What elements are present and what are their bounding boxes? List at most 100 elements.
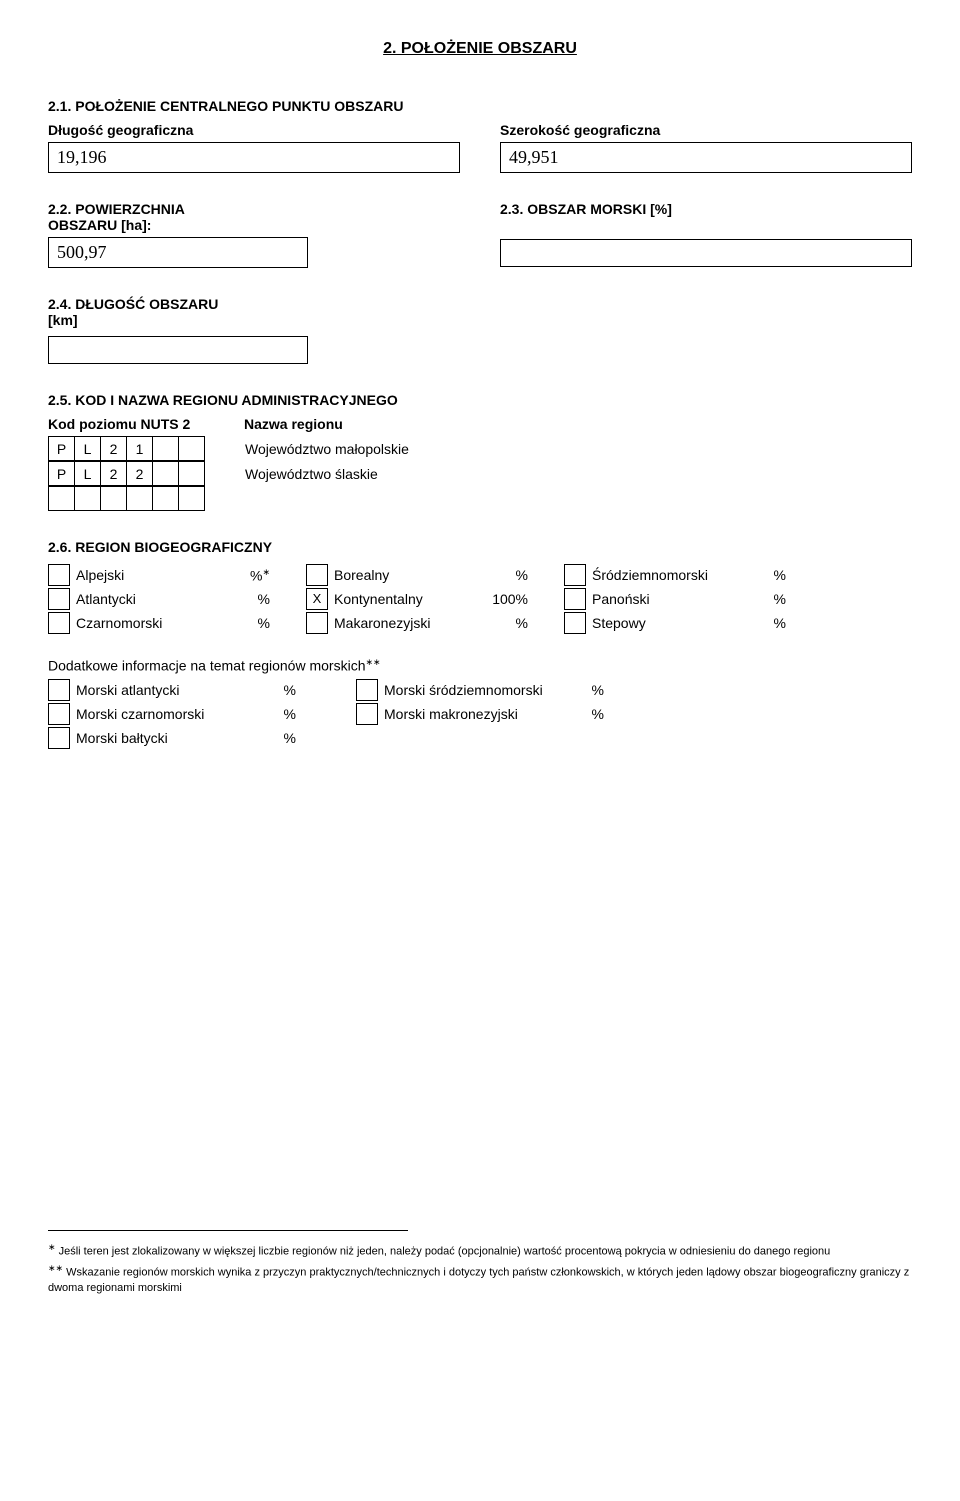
marine-checkbox[interactable] (48, 727, 70, 749)
row-2-2-2-3: 2.2. POWIERZCHNIA OBSZARU [ha]: 500,97 2… (48, 201, 912, 268)
value-marine-pct (500, 239, 912, 267)
footnote-1: ∗ Jeśli teren jest zlokalizowany w więks… (48, 1241, 912, 1260)
marine-title-text: Dodatkowe informacje na temat regionów m… (48, 658, 365, 674)
heading-2-2: 2.2. POWIERZCHNIA OBSZARU [ha]: (48, 201, 460, 233)
biogeo-label: Śródziemnomorski (592, 567, 742, 583)
value-longitude: 19,196 (48, 142, 460, 173)
value-area-ha: 500,97 (48, 237, 308, 268)
biogeo-label: Panoński (592, 591, 742, 607)
biogeo-checkbox[interactable] (48, 588, 70, 610)
nuts-code-table: PL22 (48, 461, 205, 486)
biogeo-checkbox[interactable] (48, 564, 70, 586)
nuts-code-cell: L (75, 437, 101, 461)
biogeo-group: Borealny%XKontynentalny100%Makaronezyjsk… (306, 563, 544, 635)
footnote-1-mark: ∗ (48, 1242, 56, 1252)
biogeo-pct: %∗ (226, 567, 286, 584)
footnotes: ∗ Jeśli teren jest zlokalizowany w więks… (48, 1241, 912, 1296)
nuts-code-cell: 2 (101, 437, 127, 461)
biogeo-pct: 100% (484, 591, 544, 607)
marine-line: Morski śródziemnomorski% (356, 678, 604, 702)
col-2-3: 2.3. OBSZAR MORSKI [%] (500, 201, 912, 268)
biogeo-line: XKontynentalny100% (306, 587, 544, 611)
nuts-code-cell (75, 487, 101, 511)
nuts-col1-header: Kod poziomu NUTS 2 (48, 416, 244, 432)
biogeo-pct: % (742, 615, 802, 631)
biogeo-sup: ∗ (262, 567, 270, 577)
value-latitude: 49,951 (500, 142, 912, 173)
col-2-2: 2.2. POWIERZCHNIA OBSZARU [ha]: 500,97 (48, 201, 460, 268)
biogeo-pct: % (484, 615, 544, 631)
biogeo-label: Alpejski (76, 567, 226, 583)
footnote-sep (48, 1230, 408, 1237)
nuts-code-cell: 2 (127, 462, 153, 486)
biogeo-checkbox[interactable]: X (306, 588, 328, 610)
nuts-code-cell (153, 437, 179, 461)
heading-2-1: 2.1. POŁOŻENIE CENTRALNEGO PUNKTU OBSZAR… (48, 98, 912, 114)
nuts-code-cell (179, 462, 205, 486)
biogeo-line: Borealny% (306, 563, 544, 587)
heading-2-3: 2.3. OBSZAR MORSKI [%] (500, 201, 912, 217)
biogeo-checkbox[interactable] (48, 612, 70, 634)
biogeo-label: Borealny (334, 567, 484, 583)
marine-pct: % (256, 730, 296, 746)
footnote-2-text: Wskazanie regionów morskich wynika z prz… (48, 1266, 909, 1293)
nuts-row (48, 486, 912, 511)
biogeo-checkbox[interactable] (564, 564, 586, 586)
nuts-code-cell (101, 487, 127, 511)
nuts-code-table (48, 486, 205, 511)
marine-block: Dodatkowe informacje na temat regionów m… (48, 657, 912, 750)
marine-col-right: Morski śródziemnomorski%Morski makronezy… (356, 678, 604, 750)
nuts-code-table: PL21 (48, 436, 205, 461)
marine-checkbox[interactable] (356, 703, 378, 725)
marine-label: Morski czarnomorski (76, 706, 256, 722)
section-title: 2. POŁOŻENIE OBSZARU (48, 40, 912, 58)
nuts-code-cell: P (49, 462, 75, 486)
col-longitude: Długość geograficzna 19,196 (48, 122, 460, 173)
marine-line: Morski makronezyjski% (356, 702, 604, 726)
biogeo-line: Alpejski%∗ (48, 563, 286, 587)
marine-label: Morski bałtycki (76, 730, 256, 746)
nuts-code-cell: 2 (101, 462, 127, 486)
footnote-2: ∗∗ Wskazanie regionów morskich wynika z … (48, 1262, 912, 1296)
marine-pct: % (256, 706, 296, 722)
biogeo-pct: % (484, 567, 544, 583)
marine-pct: % (256, 682, 296, 698)
biogeo-checkbox[interactable] (564, 588, 586, 610)
marine-label: Morski makronezyjski (384, 706, 564, 722)
marine-pct: % (564, 682, 604, 698)
label-latitude: Szerokość geograficzna (500, 122, 912, 138)
marine-title-sup: ∗∗ (365, 657, 380, 667)
heading-2-4: 2.4. DŁUGOŚĆ OBSZARU [km] (48, 296, 912, 328)
biogeo-label: Czarnomorski (76, 615, 226, 631)
biogeo-checkbox[interactable] (306, 612, 328, 634)
biogeo-line: Panoński% (564, 587, 802, 611)
nuts-code-cell: L (75, 462, 101, 486)
heading-2-6: 2.6. REGION BIOGEOGRAFICZNY (48, 539, 912, 555)
biogeo-pct: % (226, 615, 286, 631)
biogeo-pct: % (742, 591, 802, 607)
biogeo-checkbox[interactable] (564, 612, 586, 634)
nuts-row: PL21 Województwo małopolskie (48, 436, 912, 461)
row-2-1: Długość geograficzna 19,196 Szerokość ge… (48, 122, 912, 173)
marine-title: Dodatkowe informacje na temat regionów m… (48, 657, 912, 674)
marine-checkbox[interactable] (48, 703, 70, 725)
marine-line: Morski bałtycki% (48, 726, 296, 750)
biogeo-group: Alpejski%∗Atlantycki%Czarnomorski% (48, 563, 286, 635)
nuts-code-cell (49, 487, 75, 511)
nuts-rows: PL21Województwo małopolskiePL22Województ… (48, 436, 912, 511)
nuts-code-cell (153, 462, 179, 486)
nuts-row: PL22Województwo ślaskie (48, 461, 912, 486)
biogeo-line: Śródziemnomorski% (564, 563, 802, 587)
biogeo-label: Makaronezyjski (334, 615, 484, 631)
biogeo-group: Śródziemnomorski%Panoński%Stepowy% (564, 563, 802, 635)
biogeo-checkbox[interactable] (306, 564, 328, 586)
biogeo-block: Alpejski%∗Atlantycki%Czarnomorski%Boreal… (48, 563, 912, 635)
nuts-code-cell: 1 (127, 437, 153, 461)
marine-checkbox[interactable] (356, 679, 378, 701)
footnote-1-text: Jeśli teren jest zlokalizowany w większe… (56, 1245, 831, 1257)
marine-cols: Morski atlantycki%Morski czarnomorski%Mo… (48, 678, 912, 750)
label-longitude: Długość geograficzna (48, 122, 460, 138)
nuts-region-name: Województwo małopolskie (245, 441, 409, 457)
marine-checkbox[interactable] (48, 679, 70, 701)
marine-pct: % (564, 706, 604, 722)
